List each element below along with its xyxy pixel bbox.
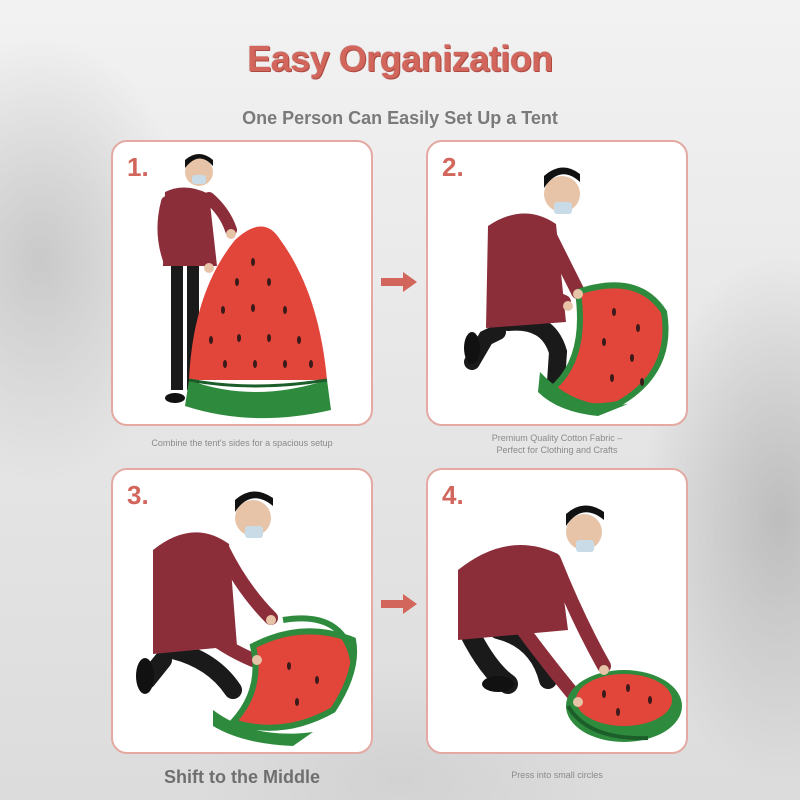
step-2-caption: Premium Quality Cotton Fabric – Perfect … bbox=[426, 432, 688, 456]
arrow-right-icon bbox=[381, 272, 417, 292]
step-3-photo bbox=[136, 491, 358, 746]
arrow-right-icon bbox=[381, 594, 417, 614]
step-4-caption: Press into small circles bbox=[511, 770, 603, 780]
page-subtitle: One Person Can Easily Set Up a Tent bbox=[242, 108, 558, 128]
step-1-panel: 1. bbox=[111, 140, 373, 426]
step-4-panel: 4. bbox=[426, 468, 688, 754]
caption-line: Perfect for Clothing and Crafts bbox=[496, 445, 618, 455]
step-3-caption: Shift to the Middle bbox=[164, 767, 320, 787]
step-number: 3. bbox=[127, 480, 149, 510]
step-number: 4. bbox=[442, 480, 464, 510]
step-number: 1. bbox=[127, 152, 149, 182]
step-3-panel: 3. bbox=[111, 468, 373, 754]
step-2-panel: 2. bbox=[426, 140, 688, 426]
step-1-photo bbox=[157, 154, 331, 419]
step-number: 2. bbox=[442, 152, 464, 182]
page-title: Easy Organization bbox=[247, 38, 553, 79]
step-4-photo bbox=[458, 505, 682, 742]
step-2-photo bbox=[464, 167, 669, 416]
caption-line: Premium Quality Cotton Fabric – bbox=[491, 433, 623, 443]
step-1-caption: Combine the tent's sides for a spacious … bbox=[151, 438, 333, 448]
